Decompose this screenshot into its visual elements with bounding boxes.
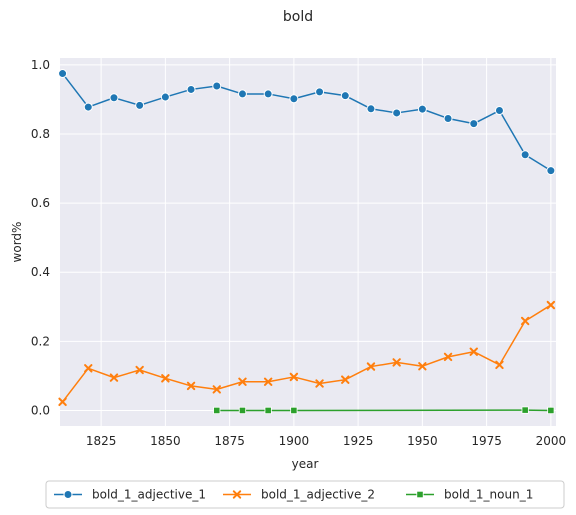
legend-label: bold_1_noun_1 — [444, 488, 533, 502]
data-point — [263, 377, 273, 386]
x-tick-label: 1950 — [407, 434, 438, 448]
data-point — [495, 360, 504, 370]
data-point — [135, 100, 145, 110]
data-point — [315, 379, 324, 388]
x-axis-label: year — [292, 457, 319, 471]
data-point — [213, 406, 221, 415]
data-point — [443, 113, 453, 123]
data-point — [58, 397, 67, 407]
data-point — [238, 406, 247, 415]
data-point — [366, 104, 376, 114]
data-point — [469, 119, 479, 129]
data-point — [546, 166, 556, 176]
data-point — [109, 373, 119, 382]
legend-item: bold_1_noun_1 — [406, 488, 533, 502]
data-point — [341, 375, 350, 384]
data-point — [520, 316, 530, 326]
data-point — [417, 104, 427, 114]
data-point — [212, 385, 221, 394]
data-point — [109, 93, 119, 103]
data-point — [238, 377, 247, 386]
legend-marker — [63, 490, 73, 499]
data-point — [212, 81, 222, 91]
x-tick-label: 1875 — [214, 434, 245, 448]
x-tick-label: 1925 — [343, 434, 374, 448]
y-tick-label: 0.4 — [31, 265, 50, 279]
data-point — [263, 89, 273, 99]
data-point — [289, 372, 299, 382]
data-point — [366, 362, 376, 371]
legend-item: bold_1_adjective_1 — [54, 488, 206, 502]
data-point — [494, 106, 504, 116]
data-point — [58, 69, 68, 79]
y-tick-label: 1.0 — [31, 58, 50, 72]
x-axis-ticks: 1825 1850 1875 1900 1925 1950 1975 2000 — [86, 434, 566, 448]
data-point — [392, 358, 401, 367]
y-tick-label: 0.6 — [31, 196, 50, 210]
data-point — [264, 406, 272, 415]
series-bold_1_adjective_1 — [58, 69, 556, 176]
series-bold_1_noun_1 — [213, 406, 555, 415]
legend-frame — [45, 480, 565, 509]
data-point — [443, 352, 453, 362]
legend-label: bold_1_adjective_2 — [261, 488, 375, 502]
x-tick-label: 1850 — [150, 434, 181, 448]
y-axis-ticks: 0.0 0.2 0.4 0.6 0.8 1.0 — [31, 58, 50, 418]
y-axis-label: word% — [10, 222, 24, 263]
data-point — [161, 374, 170, 383]
data-point — [521, 406, 529, 414]
legend-marker — [232, 490, 242, 499]
x-tick-label: 2000 — [536, 434, 567, 448]
data-point — [135, 365, 144, 375]
chart-title: bold — [283, 9, 313, 25]
data-point — [547, 406, 555, 415]
series-line — [61, 304, 552, 403]
data-point — [84, 364, 93, 373]
data-point — [289, 94, 299, 104]
legend-marker — [416, 490, 424, 499]
series-layer — [58, 69, 556, 415]
grid-lines — [60, 58, 556, 426]
x-tick-label: 1825 — [86, 434, 117, 448]
data-point — [392, 108, 402, 118]
data-point — [315, 87, 325, 97]
data-point — [418, 362, 427, 371]
legend-item: bold_1_adjective_2 — [223, 488, 375, 502]
legend-label: bold_1_adjective_1 — [92, 488, 206, 502]
data-point — [186, 381, 196, 391]
x-tick-label: 1900 — [279, 434, 310, 448]
y-tick-label: 0.8 — [31, 127, 50, 141]
data-point — [83, 102, 93, 112]
y-tick-label: 0.0 — [31, 403, 50, 417]
series-bold_1_adjective_2 — [58, 300, 556, 407]
data-point — [186, 84, 196, 94]
data-point — [160, 92, 170, 102]
y-tick-label: 0.2 — [31, 334, 50, 348]
data-point — [340, 91, 350, 101]
data-point — [469, 347, 478, 356]
legend: bold_1_adjective_1 bold_1_adjective_2 bold… — [45, 480, 565, 509]
data-point — [237, 89, 247, 99]
x-tick-label: 1975 — [471, 434, 502, 448]
data-point — [520, 150, 530, 160]
data-point — [546, 300, 556, 310]
data-point — [290, 406, 298, 415]
